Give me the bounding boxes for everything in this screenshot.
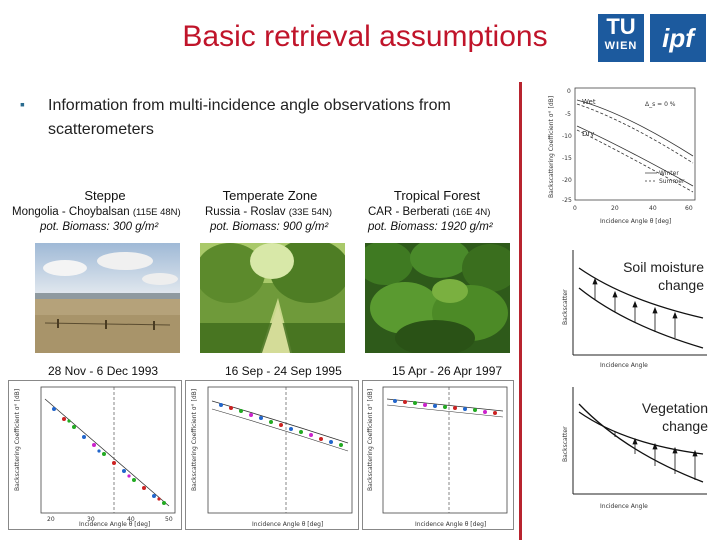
scatter-xtick: 50 (165, 516, 173, 523)
site-location-tropical: CAR - Berberati (16E 4N) (368, 206, 490, 218)
scatter-plot-tropical: Backscattering Coefficient σ° [dB] Incid… (362, 380, 514, 530)
veg-axis-y: Backscatter (562, 426, 569, 462)
site-name-steppe: Steppe (84, 188, 126, 203)
soil-moisture-diagram: Backscatter Incidence Angle (555, 240, 715, 375)
site-coords: (16E 4N) (452, 207, 491, 218)
top-plot-xtick: 0 (573, 205, 577, 212)
tropical-photo (365, 243, 510, 353)
scatter-ylabel: Backscattering Coefficient σ° [dB] (14, 389, 21, 491)
tu-wien-logo: TU WIEN (598, 14, 644, 62)
date-tropical: 15 Apr - 26 Apr 1997 (392, 364, 503, 378)
scatter-xlabel: Incidence Angle θ [deg] (79, 521, 150, 528)
site-name-tropical: Tropical Forest (393, 188, 481, 203)
top-plot-legend-summer: Summer (659, 178, 685, 185)
soil-moisture-label: Soil moisture change (600, 258, 704, 294)
vegetation-label: Vegetation change (600, 399, 708, 435)
divider-line (519, 82, 522, 540)
top-plot-xlabel: Incidence Angle θ [deg] (600, 218, 671, 225)
top-plot-legend-winter: Winter (659, 170, 679, 177)
vegetation-diagram: Backscatter Incidence Angle (555, 382, 715, 522)
bullet-marker: ▪ (20, 96, 25, 112)
top-backscatter-plot: Backscattering Coefficient σ° [dB] Incid… (545, 78, 705, 226)
scatter-xtick: 20 (47, 516, 55, 523)
vegetation-line1: Vegetation (641, 400, 708, 416)
site-name-temperate: Temperate Zone (222, 188, 318, 203)
ipf-logo: ipf (650, 14, 706, 62)
scatter-ylabel: Backscattering Coefficient σ° [dB] (191, 389, 198, 491)
scatter-xlabel: Incidence Angle θ [deg] (415, 521, 486, 528)
soil-moisture-line1: Soil moisture (623, 259, 704, 275)
top-plot-xtick: 20 (611, 205, 619, 212)
soil-axis-y: Backscatter (562, 289, 569, 325)
top-plot-wet-label: Wet (582, 98, 596, 106)
scatter-xtick: 40 (127, 516, 135, 523)
site-location-steppe: Mongolia - Choybalsan (115E 48N) (12, 206, 181, 218)
scatter-points (393, 399, 497, 415)
scatter-plot-steppe: Backscattering Coefficient σ° [dB] Incid… (8, 380, 182, 530)
site-location-text: CAR - Berberati (368, 206, 450, 218)
site-biomass-tropical: pot. Biomass: 1920 g/m² (368, 221, 493, 233)
scatter-xtick: 30 (87, 516, 95, 523)
top-plot-ytick: -5 (565, 111, 571, 118)
veg-arrows (614, 432, 698, 480)
vegetation-line2: change (662, 418, 708, 434)
scatter-points (52, 407, 166, 505)
site-location-text: Russia - Roslav (205, 206, 286, 218)
site-biomass-temperate: pot. Biomass: 900 g/m² (210, 221, 329, 233)
site-location-temperate: Russia - Roslav (33E 54N) (205, 206, 332, 218)
tu-logo-line1: TU (606, 14, 636, 39)
scatter-points (219, 403, 343, 447)
top-plot-xtick: 40 (649, 205, 657, 212)
bullet-text: Information from multi-incidence angle o… (48, 97, 451, 138)
slide-title: Basic retrieval assumptions (182, 20, 548, 53)
site-coords: (115E 48N) (132, 207, 181, 218)
veg-axis-x: Incidence Angle (600, 503, 648, 510)
site-location-text: Mongolia - Choybalsan (12, 206, 130, 218)
top-plot-ytick: -20 (562, 177, 572, 184)
top-plot-annotation: Δ_s = 0 % (645, 101, 676, 108)
top-plot-dry-label: Dry (582, 130, 594, 138)
top-plot-ylabel: Backscattering Coefficient σ° [dB] (548, 96, 555, 198)
top-plot-xtick: 60 (685, 205, 693, 212)
top-plot-ytick: 0 (567, 88, 571, 95)
top-plot-ytick: -15 (562, 155, 572, 162)
soil-axis-x: Incidence Angle (600, 362, 648, 369)
tu-logo-line2: WIEN (604, 40, 638, 52)
scatter-xlabel: Incidence Angle θ [deg] (252, 521, 323, 528)
top-plot-ytick: -25 (562, 197, 572, 204)
site-biomass-steppe: pot. Biomass: 300 g/m² (40, 221, 159, 233)
date-temperate: 16 Sep - 24 Sep 1995 (225, 364, 342, 378)
soil-moisture-line2: change (658, 277, 704, 293)
date-steppe: 28 Nov - 6 Dec 1993 (48, 364, 159, 378)
site-coords: (33E 54N) (288, 207, 333, 218)
scatter-ylabel: Backscattering Coefficient σ° [dB] (367, 389, 374, 491)
temperate-photo (200, 243, 345, 353)
ipf-logo-text: ipf (662, 23, 694, 53)
steppe-photo (35, 243, 180, 353)
soil-arrows (592, 277, 678, 338)
scatter-plot-temperate: Backscattering Coefficient σ° [dB] Incid… (185, 380, 359, 530)
top-plot-ytick: -10 (562, 133, 572, 140)
